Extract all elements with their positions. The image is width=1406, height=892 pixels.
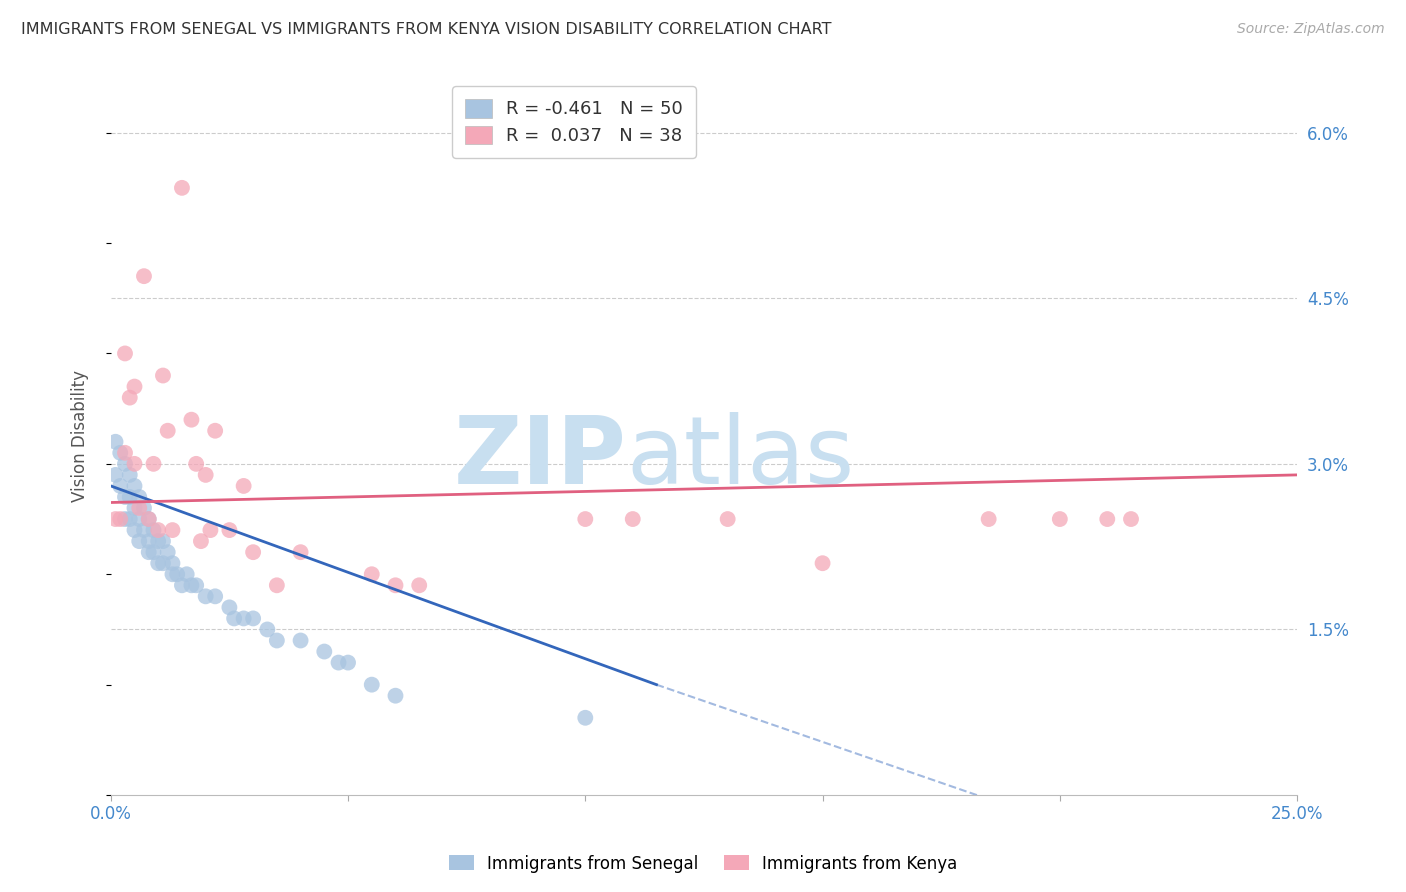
Point bbox=[128, 490, 150, 504]
Point bbox=[132, 269, 155, 284]
Y-axis label: Vision Disability: Vision Disability bbox=[72, 370, 89, 502]
Point bbox=[148, 556, 170, 570]
Point bbox=[186, 457, 208, 471]
Point bbox=[156, 424, 179, 438]
Point bbox=[170, 181, 193, 195]
Point bbox=[124, 501, 146, 516]
Point bbox=[242, 611, 264, 625]
Point bbox=[124, 479, 146, 493]
Point bbox=[190, 534, 212, 549]
Text: ZIP: ZIP bbox=[454, 412, 627, 504]
Point bbox=[152, 534, 174, 549]
Text: atlas: atlas bbox=[627, 412, 855, 504]
Point bbox=[290, 633, 312, 648]
Point bbox=[266, 578, 288, 592]
Point bbox=[1097, 512, 1119, 526]
Point bbox=[124, 457, 146, 471]
Point bbox=[176, 567, 198, 582]
Point bbox=[204, 424, 226, 438]
Point bbox=[110, 512, 132, 526]
Point bbox=[152, 556, 174, 570]
Point bbox=[128, 534, 150, 549]
Point bbox=[104, 467, 127, 482]
Point bbox=[124, 523, 146, 537]
Point bbox=[232, 611, 254, 625]
Point bbox=[148, 523, 170, 537]
Point bbox=[118, 490, 141, 504]
Point bbox=[132, 523, 155, 537]
Point bbox=[162, 523, 184, 537]
Point bbox=[180, 578, 202, 592]
Point bbox=[162, 556, 184, 570]
Point bbox=[114, 457, 136, 471]
Point bbox=[204, 590, 226, 604]
Point bbox=[118, 391, 141, 405]
Point bbox=[104, 434, 127, 449]
Text: IMMIGRANTS FROM SENEGAL VS IMMIGRANTS FROM KENYA VISION DISABILITY CORRELATION C: IMMIGRANTS FROM SENEGAL VS IMMIGRANTS FR… bbox=[21, 22, 831, 37]
Point bbox=[194, 590, 217, 604]
Point bbox=[128, 501, 150, 516]
Point bbox=[218, 523, 240, 537]
Point bbox=[152, 368, 174, 383]
Point bbox=[114, 446, 136, 460]
Point bbox=[266, 633, 288, 648]
Point bbox=[114, 490, 136, 504]
Point bbox=[148, 534, 170, 549]
Point bbox=[114, 512, 136, 526]
Point bbox=[1049, 512, 1071, 526]
Point bbox=[138, 545, 160, 559]
Point bbox=[574, 512, 596, 526]
Point bbox=[194, 467, 217, 482]
Point bbox=[200, 523, 222, 537]
Point bbox=[104, 512, 127, 526]
Point bbox=[142, 545, 165, 559]
Point bbox=[977, 512, 1000, 526]
Point bbox=[110, 446, 132, 460]
Legend: R = -0.461   N = 50, R =  0.037   N = 38: R = -0.461 N = 50, R = 0.037 N = 38 bbox=[451, 87, 696, 158]
Point bbox=[138, 534, 160, 549]
Text: Source: ZipAtlas.com: Source: ZipAtlas.com bbox=[1237, 22, 1385, 37]
Point bbox=[142, 457, 165, 471]
Legend: Immigrants from Senegal, Immigrants from Kenya: Immigrants from Senegal, Immigrants from… bbox=[443, 848, 963, 880]
Point bbox=[717, 512, 740, 526]
Point bbox=[114, 346, 136, 360]
Point bbox=[128, 512, 150, 526]
Point bbox=[138, 512, 160, 526]
Point bbox=[170, 578, 193, 592]
Point bbox=[242, 545, 264, 559]
Point bbox=[314, 644, 336, 658]
Point bbox=[218, 600, 240, 615]
Point bbox=[256, 623, 278, 637]
Point bbox=[180, 413, 202, 427]
Point bbox=[290, 545, 312, 559]
Point bbox=[224, 611, 246, 625]
Point bbox=[162, 567, 184, 582]
Point bbox=[1119, 512, 1142, 526]
Point bbox=[142, 523, 165, 537]
Point bbox=[328, 656, 350, 670]
Point bbox=[166, 567, 188, 582]
Point bbox=[360, 678, 382, 692]
Point bbox=[110, 479, 132, 493]
Point bbox=[360, 567, 382, 582]
Point bbox=[138, 512, 160, 526]
Point bbox=[118, 512, 141, 526]
Point bbox=[621, 512, 644, 526]
Point bbox=[384, 578, 406, 592]
Point bbox=[124, 379, 146, 393]
Point bbox=[337, 656, 360, 670]
Point bbox=[118, 467, 141, 482]
Point bbox=[574, 711, 596, 725]
Point bbox=[408, 578, 430, 592]
Point bbox=[232, 479, 254, 493]
Point bbox=[811, 556, 834, 570]
Point bbox=[186, 578, 208, 592]
Point bbox=[132, 501, 155, 516]
Point bbox=[384, 689, 406, 703]
Point bbox=[156, 545, 179, 559]
